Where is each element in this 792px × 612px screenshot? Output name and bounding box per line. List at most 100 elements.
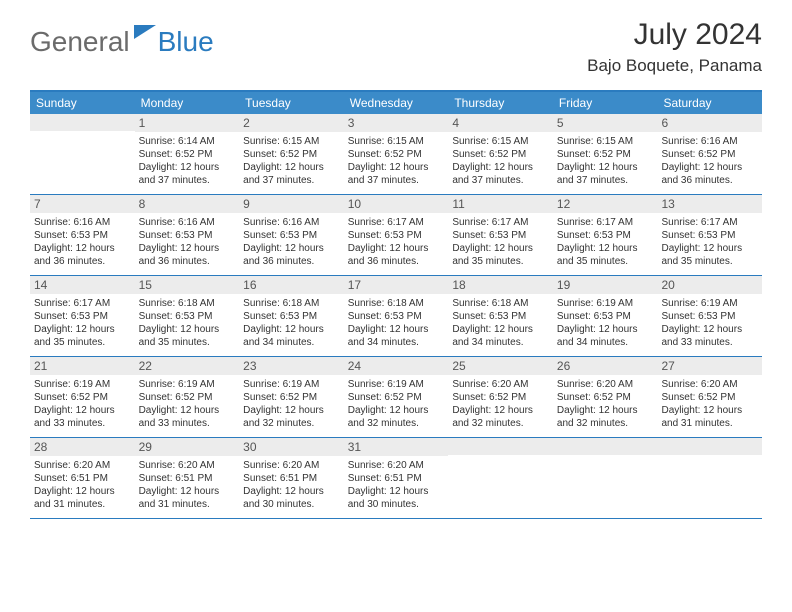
day-detail-line: Daylight: 12 hours bbox=[243, 485, 340, 498]
day-detail-line: Sunrise: 6:17 AM bbox=[557, 216, 654, 229]
day-detail-line: and 35 minutes. bbox=[139, 336, 236, 349]
calendar-day-cell: 23Sunrise: 6:19 AMSunset: 6:52 PMDayligh… bbox=[239, 357, 344, 437]
day-details: Sunrise: 6:20 AMSunset: 6:51 PMDaylight:… bbox=[344, 456, 449, 515]
day-number: 6 bbox=[657, 114, 762, 132]
day-number bbox=[553, 438, 658, 455]
day-details: Sunrise: 6:20 AMSunset: 6:51 PMDaylight:… bbox=[30, 456, 135, 515]
day-detail-line: Sunset: 6:52 PM bbox=[348, 391, 445, 404]
calendar-day-cell: 30Sunrise: 6:20 AMSunset: 6:51 PMDayligh… bbox=[239, 438, 344, 518]
day-detail-line: Sunrise: 6:19 AM bbox=[348, 378, 445, 391]
day-detail-line: Daylight: 12 hours bbox=[34, 404, 131, 417]
day-detail-line: Daylight: 12 hours bbox=[557, 323, 654, 336]
day-detail-line: Sunset: 6:52 PM bbox=[243, 391, 340, 404]
calendar-day-cell: 19Sunrise: 6:19 AMSunset: 6:53 PMDayligh… bbox=[553, 276, 658, 356]
day-detail-line: Sunset: 6:52 PM bbox=[452, 148, 549, 161]
day-detail-line: Sunset: 6:53 PM bbox=[557, 229, 654, 242]
day-detail-line: Daylight: 12 hours bbox=[243, 404, 340, 417]
day-detail-line: and 37 minutes. bbox=[348, 174, 445, 187]
day-number: 20 bbox=[657, 276, 762, 294]
calendar-day-cell: 22Sunrise: 6:19 AMSunset: 6:52 PMDayligh… bbox=[135, 357, 240, 437]
day-details: Sunrise: 6:20 AMSunset: 6:52 PMDaylight:… bbox=[657, 375, 762, 434]
day-number: 14 bbox=[30, 276, 135, 294]
day-details: Sunrise: 6:19 AMSunset: 6:53 PMDaylight:… bbox=[657, 294, 762, 353]
day-number: 13 bbox=[657, 195, 762, 213]
day-detail-line: Daylight: 12 hours bbox=[243, 242, 340, 255]
day-detail-line: Sunrise: 6:15 AM bbox=[348, 135, 445, 148]
day-detail-line: and 32 minutes. bbox=[243, 417, 340, 430]
day-detail-line: Sunrise: 6:18 AM bbox=[139, 297, 236, 310]
day-detail-line: and 32 minutes. bbox=[452, 417, 549, 430]
day-detail-line: Daylight: 12 hours bbox=[661, 404, 758, 417]
calendar-day-cell: 31Sunrise: 6:20 AMSunset: 6:51 PMDayligh… bbox=[344, 438, 449, 518]
day-number: 27 bbox=[657, 357, 762, 375]
calendar-week-row: 1Sunrise: 6:14 AMSunset: 6:52 PMDaylight… bbox=[30, 114, 762, 195]
day-number: 31 bbox=[344, 438, 449, 456]
day-details: Sunrise: 6:19 AMSunset: 6:52 PMDaylight:… bbox=[30, 375, 135, 434]
day-detail-line: Daylight: 12 hours bbox=[557, 242, 654, 255]
day-detail-line: Sunrise: 6:18 AM bbox=[348, 297, 445, 310]
day-detail-line: and 30 minutes. bbox=[348, 498, 445, 511]
calendar-day-cell: 10Sunrise: 6:17 AMSunset: 6:53 PMDayligh… bbox=[344, 195, 449, 275]
day-detail-line: Sunrise: 6:20 AM bbox=[661, 378, 758, 391]
day-details: Sunrise: 6:16 AMSunset: 6:53 PMDaylight:… bbox=[239, 213, 344, 272]
day-details: Sunrise: 6:17 AMSunset: 6:53 PMDaylight:… bbox=[448, 213, 553, 272]
day-detail-line: Sunset: 6:53 PM bbox=[139, 310, 236, 323]
day-detail-line: Sunset: 6:51 PM bbox=[348, 472, 445, 485]
day-detail-line: and 34 minutes. bbox=[452, 336, 549, 349]
day-number: 21 bbox=[30, 357, 135, 375]
calendar-day-cell: 25Sunrise: 6:20 AMSunset: 6:52 PMDayligh… bbox=[448, 357, 553, 437]
day-of-week-cell: Monday bbox=[135, 92, 240, 114]
calendar-week-row: 21Sunrise: 6:19 AMSunset: 6:52 PMDayligh… bbox=[30, 357, 762, 438]
day-details: Sunrise: 6:18 AMSunset: 6:53 PMDaylight:… bbox=[135, 294, 240, 353]
day-detail-line: Sunrise: 6:17 AM bbox=[34, 297, 131, 310]
day-detail-line: Sunset: 6:52 PM bbox=[348, 148, 445, 161]
day-detail-line: Sunrise: 6:19 AM bbox=[661, 297, 758, 310]
day-detail-line: Sunset: 6:53 PM bbox=[557, 310, 654, 323]
logo-triangle-icon bbox=[134, 25, 156, 39]
day-detail-line: Sunset: 6:52 PM bbox=[557, 148, 654, 161]
day-detail-line: and 31 minutes. bbox=[139, 498, 236, 511]
location-subtitle: Bajo Boquete, Panama bbox=[587, 56, 762, 76]
day-detail-line: Sunrise: 6:17 AM bbox=[348, 216, 445, 229]
calendar-day-cell: 17Sunrise: 6:18 AMSunset: 6:53 PMDayligh… bbox=[344, 276, 449, 356]
day-detail-line: and 37 minutes. bbox=[557, 174, 654, 187]
day-details: Sunrise: 6:17 AMSunset: 6:53 PMDaylight:… bbox=[553, 213, 658, 272]
day-detail-line: Sunrise: 6:19 AM bbox=[139, 378, 236, 391]
day-details: Sunrise: 6:14 AMSunset: 6:52 PMDaylight:… bbox=[135, 132, 240, 191]
day-number: 18 bbox=[448, 276, 553, 294]
day-details: Sunrise: 6:15 AMSunset: 6:52 PMDaylight:… bbox=[344, 132, 449, 191]
day-detail-line: Daylight: 12 hours bbox=[348, 242, 445, 255]
day-detail-line: and 35 minutes. bbox=[557, 255, 654, 268]
day-details: Sunrise: 6:19 AMSunset: 6:53 PMDaylight:… bbox=[553, 294, 658, 353]
day-detail-line: Sunset: 6:52 PM bbox=[661, 148, 758, 161]
day-number bbox=[657, 438, 762, 455]
day-detail-line: Daylight: 12 hours bbox=[348, 485, 445, 498]
day-detail-line: and 35 minutes. bbox=[452, 255, 549, 268]
day-of-week-cell: Wednesday bbox=[344, 92, 449, 114]
day-details: Sunrise: 6:16 AMSunset: 6:52 PMDaylight:… bbox=[657, 132, 762, 191]
calendar-day-cell: 2Sunrise: 6:15 AMSunset: 6:52 PMDaylight… bbox=[239, 114, 344, 194]
day-detail-line: Sunrise: 6:16 AM bbox=[661, 135, 758, 148]
day-of-week-cell: Sunday bbox=[30, 92, 135, 114]
header: General Blue July 2024 Bajo Boquete, Pan… bbox=[0, 0, 792, 82]
day-number: 1 bbox=[135, 114, 240, 132]
day-detail-line: and 32 minutes. bbox=[557, 417, 654, 430]
calendar-day-cell: 18Sunrise: 6:18 AMSunset: 6:53 PMDayligh… bbox=[448, 276, 553, 356]
calendar: SundayMondayTuesdayWednesdayThursdayFrid… bbox=[30, 90, 762, 519]
day-details: Sunrise: 6:18 AMSunset: 6:53 PMDaylight:… bbox=[448, 294, 553, 353]
calendar-day-cell: 16Sunrise: 6:18 AMSunset: 6:53 PMDayligh… bbox=[239, 276, 344, 356]
day-detail-line: and 33 minutes. bbox=[139, 417, 236, 430]
calendar-day-cell: 12Sunrise: 6:17 AMSunset: 6:53 PMDayligh… bbox=[553, 195, 658, 275]
day-detail-line: and 36 minutes. bbox=[348, 255, 445, 268]
day-detail-line: Sunrise: 6:16 AM bbox=[139, 216, 236, 229]
day-number: 11 bbox=[448, 195, 553, 213]
day-detail-line: Sunrise: 6:15 AM bbox=[452, 135, 549, 148]
day-detail-line: Sunset: 6:53 PM bbox=[452, 310, 549, 323]
calendar-day-cell: 24Sunrise: 6:19 AMSunset: 6:52 PMDayligh… bbox=[344, 357, 449, 437]
day-detail-line: Sunrise: 6:15 AM bbox=[557, 135, 654, 148]
day-detail-line: Sunrise: 6:20 AM bbox=[34, 459, 131, 472]
day-detail-line: Daylight: 12 hours bbox=[139, 161, 236, 174]
day-details: Sunrise: 6:15 AMSunset: 6:52 PMDaylight:… bbox=[239, 132, 344, 191]
day-detail-line: Sunset: 6:52 PM bbox=[557, 391, 654, 404]
day-detail-line: and 33 minutes. bbox=[34, 417, 131, 430]
